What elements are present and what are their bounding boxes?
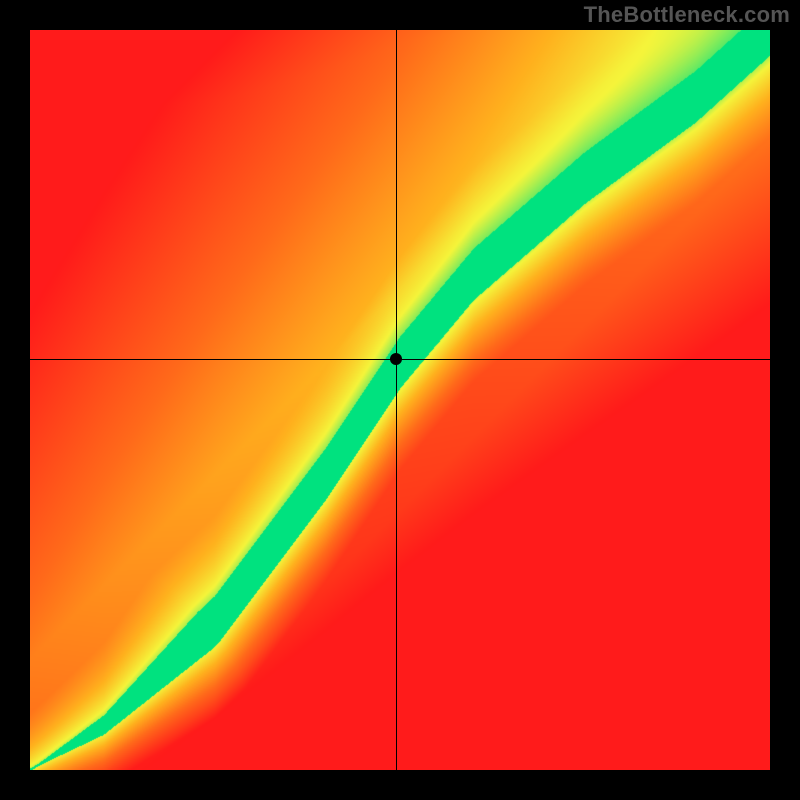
crosshair-marker [390, 353, 402, 365]
heatmap-canvas [30, 30, 770, 770]
chart-container: TheBottleneck.com [0, 0, 800, 800]
crosshair-vertical [396, 30, 397, 770]
plot-area [30, 30, 770, 770]
watermark-text: TheBottleneck.com [584, 2, 790, 28]
